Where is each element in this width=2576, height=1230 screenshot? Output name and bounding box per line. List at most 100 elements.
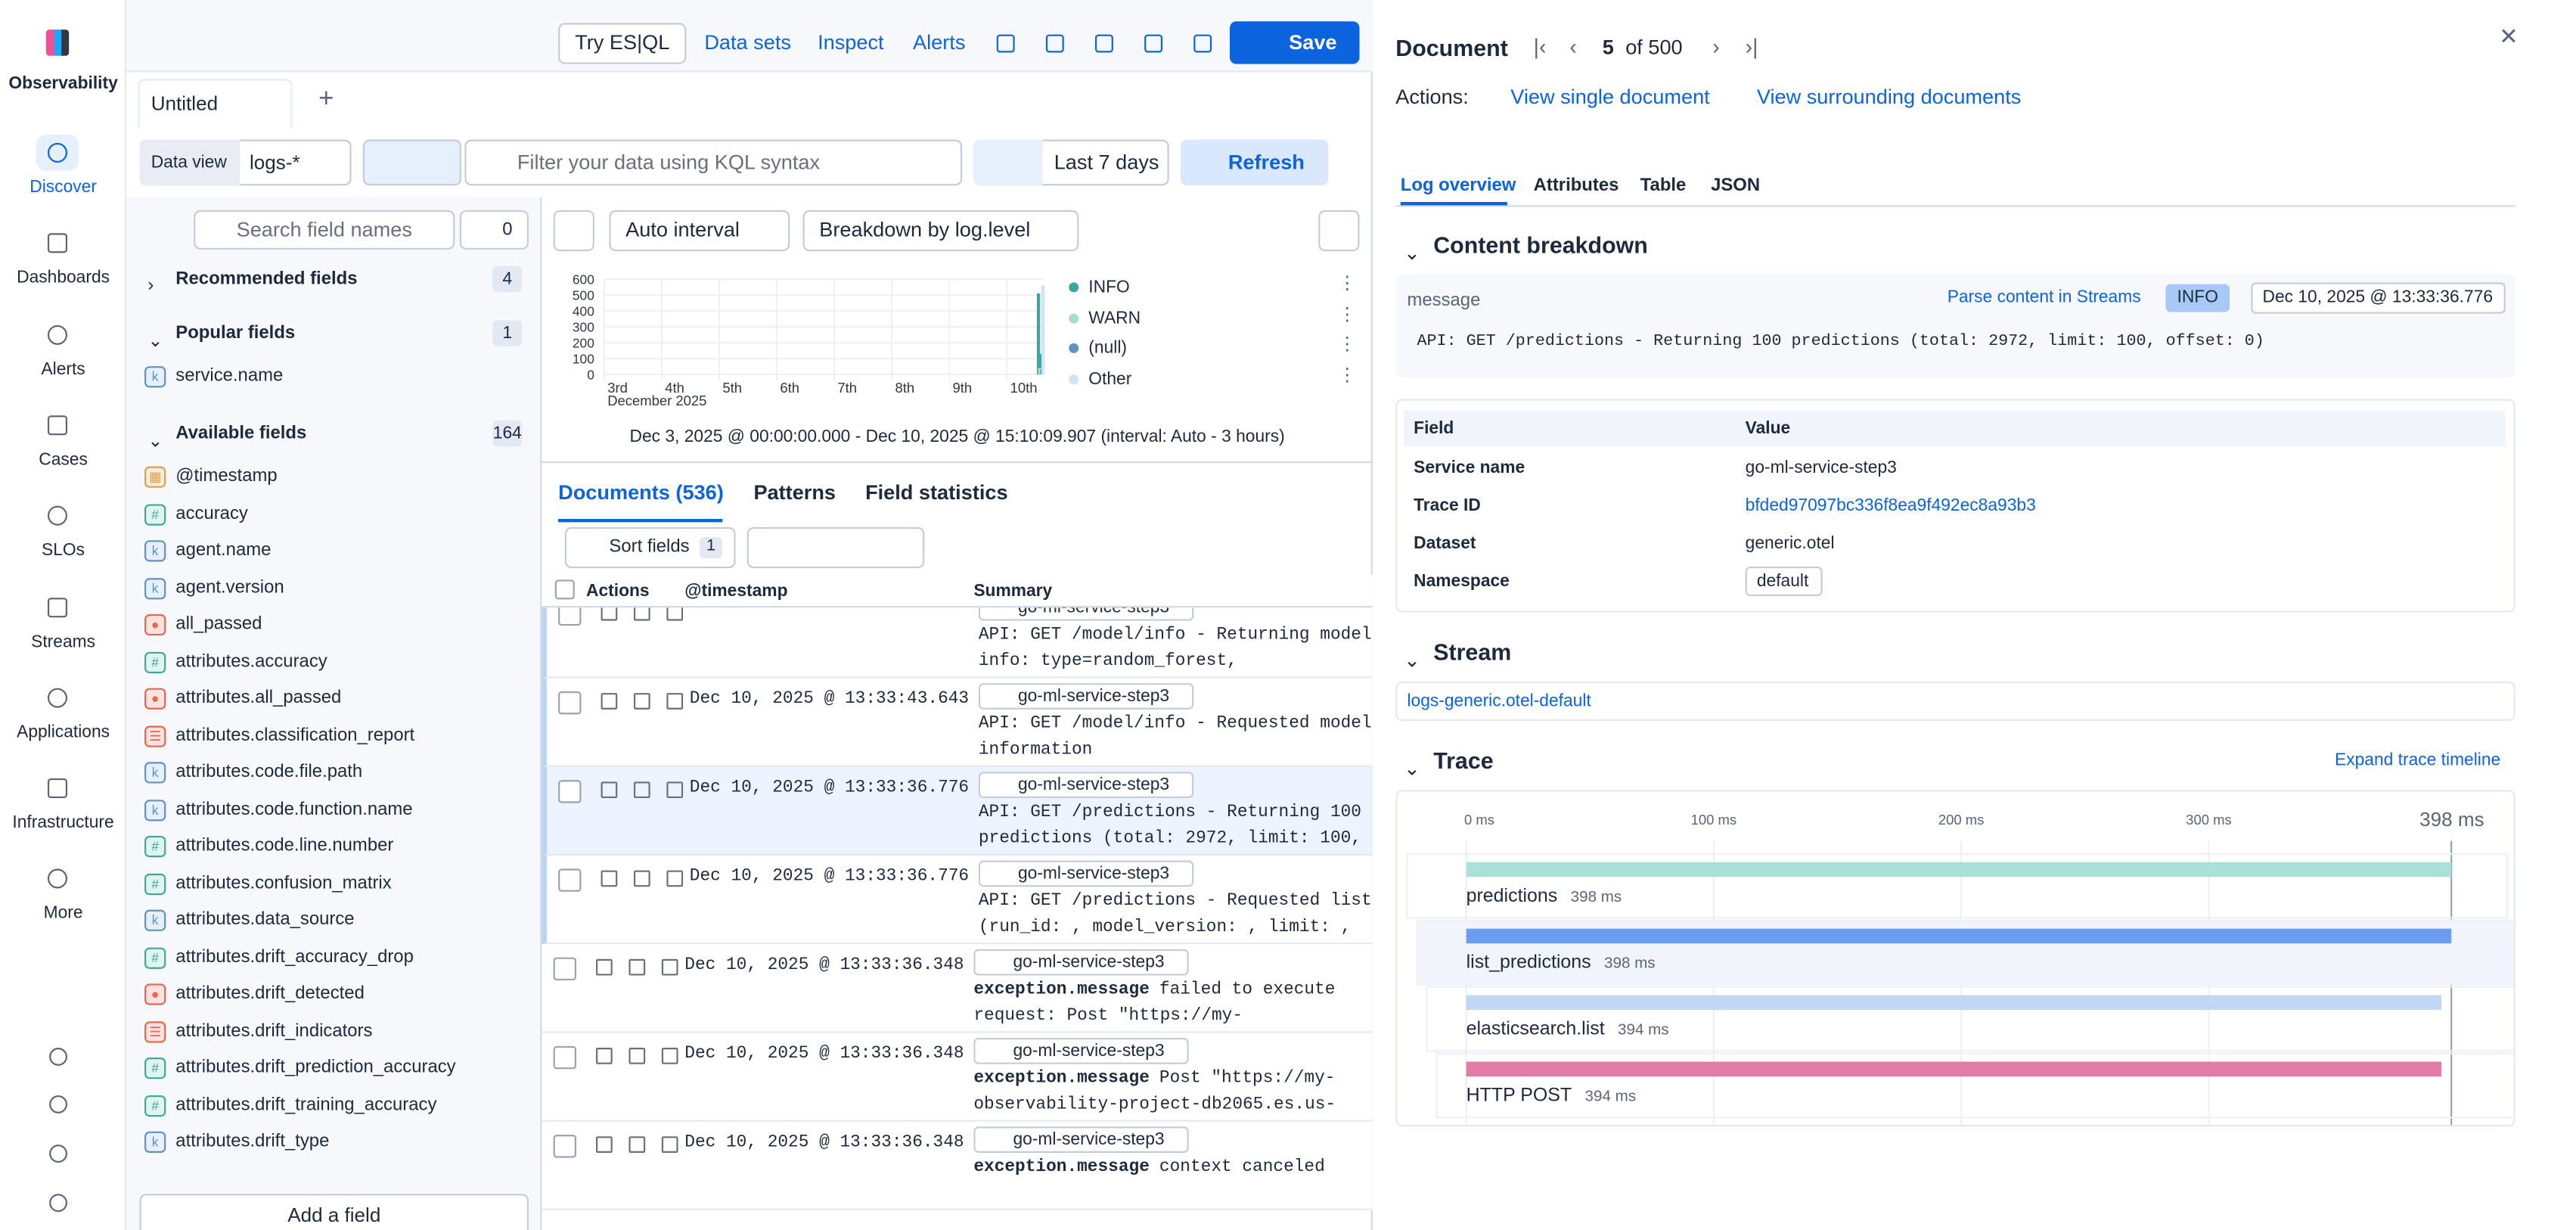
sort-button[interactable] [564,526,736,569]
row-action[interactable] [596,1136,613,1153]
row-checkbox[interactable] [558,691,582,715]
nav-icon[interactable] [47,415,68,436]
row-action[interactable] [601,693,618,710]
doc-tab[interactable]: Documents (536) [558,481,724,505]
field-name[interactable]: attributes.data_source [175,909,355,930]
field-name[interactable]: attributes.code.function.name [175,799,413,819]
doc-row[interactable]: go-ml-service-step3 API: GET /model/info … [542,607,1373,679]
row-checkbox[interactable] [553,1045,576,1070]
row-action[interactable] [661,1136,678,1153]
nav-label[interactable]: SLOs [42,540,85,561]
doc-row[interactable]: Dec 10, 2025 @ 13:33:36.348 go-ml-service… [542,944,1373,1033]
doc-row[interactable]: Dec 10, 2025 @ 13:33:36.348 go-ml-service… [542,1033,1373,1122]
header-checkbox[interactable] [554,579,575,600]
field-name[interactable]: all_passed [175,613,262,634]
row-action[interactable] [633,870,650,887]
nav-icon[interactable] [47,233,68,253]
row-action[interactable] [661,958,678,976]
row-action[interactable] [596,1048,613,1064]
field-group[interactable]: Popular fields [175,323,296,343]
legend-menu[interactable]: ⋮ [1338,334,1357,355]
toolbar-link[interactable]: Alerts [913,31,966,54]
nav-icon[interactable] [47,778,68,799]
nav-label[interactable]: Applications [17,722,110,742]
field-name[interactable]: agent.name [175,540,272,561]
toolbar-icon[interactable] [1045,34,1064,53]
field-name[interactable]: attributes.drift_indicators [175,1020,373,1041]
row-checkbox[interactable] [558,780,582,803]
nav-icon[interactable] [47,324,68,345]
doc-row[interactable]: Dec 10, 2025 @ 13:33:43.643 go-ml-service… [542,678,1373,767]
row-action[interactable] [628,1136,646,1153]
nav-label[interactable]: Streams [31,631,96,651]
parse-link[interactable]: Parse content in Streams [1947,287,2141,307]
toolbar-icon[interactable] [1094,34,1113,53]
data-view[interactable]: logs-* [249,151,300,175]
flyout-tab[interactable]: Log overview [1400,175,1516,196]
sort-label[interactable]: Sort fields [609,536,690,557]
row-checkbox[interactable] [558,868,582,892]
nav-icon[interactable] [47,506,68,526]
row-checkbox[interactable] [553,1135,576,1158]
tab[interactable] [138,79,293,129]
nav-label[interactable]: Cases [39,449,88,470]
flyout-tab[interactable]: JSON [1711,175,1761,196]
field-name[interactable]: attributes.confusion_matrix [175,872,392,893]
sidebar-icon[interactable] [49,1095,68,1114]
row-action[interactable] [628,958,646,976]
row-action[interactable] [666,870,684,887]
legend-menu[interactable]: ⋮ [1338,304,1357,325]
toolbar-icon[interactable] [1193,34,1212,53]
sidebar-icon[interactable] [49,1048,68,1066]
close-button[interactable]: ✕ [2499,23,2519,50]
nav-label[interactable]: Infrastructure [12,812,114,833]
save-button[interactable] [1230,21,1360,64]
toolbar-link[interactable]: Inspect [818,31,884,54]
nav-icon[interactable] [47,688,68,708]
value-cell[interactable]: bfded97097bc336f8ea9f492ec8a93b3 [1745,495,2036,516]
nav-label[interactable]: Discover [29,177,97,197]
doc-tools[interactable] [746,526,925,569]
field-name[interactable]: agent.version [175,577,284,598]
nav-icon[interactable] [47,597,68,617]
toolbar-icon[interactable] [1144,34,1162,53]
nav-icon[interactable] [47,142,68,163]
field-group[interactable]: Available fields [175,424,307,444]
hist-icon[interactable] [553,210,594,252]
doc-tab[interactable]: Patterns [753,481,836,505]
refresh-button[interactable] [1180,139,1329,186]
nav-icon[interactable] [47,869,68,890]
row-action[interactable] [633,693,650,710]
add-tab[interactable]: + [318,85,334,113]
field-name[interactable]: attributes.drift_prediction_accuracy [175,1058,456,1078]
row-action[interactable] [633,781,650,799]
field-name[interactable]: attributes.code.line.number [175,835,394,856]
field-name[interactable]: attributes.accuracy [175,651,327,671]
section-title[interactable]: Stream [1433,638,1512,666]
section-title[interactable]: Content breakdown [1433,231,1648,258]
field-name[interactable]: attributes.drift_type [175,1131,330,1151]
pager-nav[interactable]: |‹ [1533,34,1547,60]
doc-tab[interactable]: Field statistics [865,481,1008,505]
field-name[interactable]: attributes.drift_detected [175,983,365,1004]
nav-label[interactable]: Dashboards [17,268,110,288]
field-name[interactable]: accuracy [175,503,248,523]
field-name[interactable]: attributes.classification_report [175,725,415,745]
field-name[interactable]: service.name [175,366,284,387]
row-action[interactable] [628,1048,646,1064]
row-action[interactable] [666,781,684,799]
esql-button[interactable] [558,23,687,64]
expand-link[interactable]: Expand trace timeline [2335,750,2501,771]
row-action[interactable] [601,607,618,621]
field-name[interactable]: attributes.drift_training_accuracy [175,1094,437,1114]
legend-menu[interactable]: ⋮ [1338,274,1357,294]
breakdown-select[interactable] [802,210,1079,252]
hist-option[interactable] [1318,210,1360,252]
field-name[interactable]: @timestamp [175,466,278,486]
toolbar-icon[interactable] [996,34,1015,53]
add-field-label[interactable]: Add a field [287,1204,381,1227]
sidebar-icon[interactable] [49,1194,68,1213]
field-name[interactable]: attributes.drift_accuracy_drop [175,946,414,967]
filter-button[interactable] [362,139,462,186]
row-checkbox[interactable] [553,957,576,981]
